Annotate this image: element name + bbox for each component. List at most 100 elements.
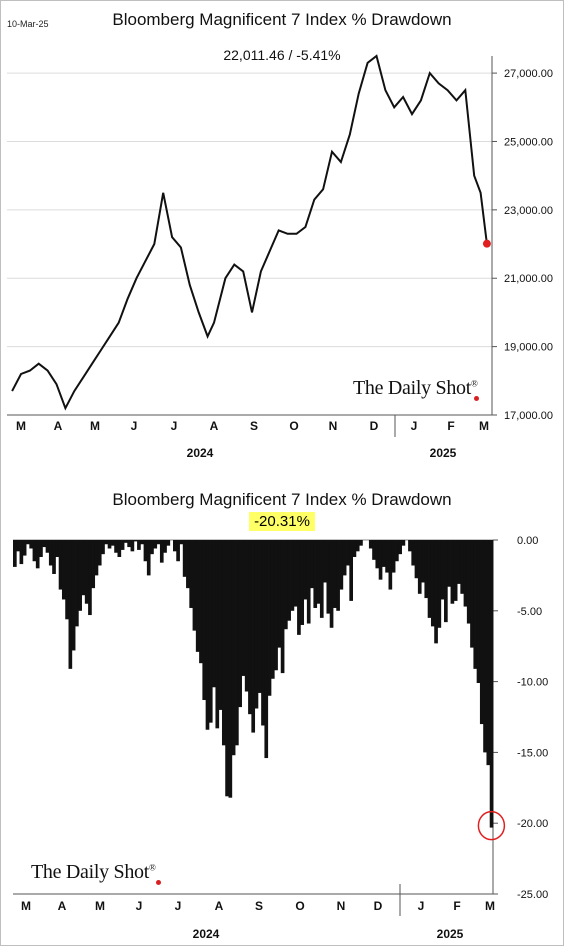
drawdown-bar	[241, 540, 246, 676]
drawdown-bar	[124, 540, 128, 543]
drawdown-bar	[42, 540, 47, 548]
bottom-y-tick-label: -15.00	[517, 747, 548, 759]
drawdown-bar	[78, 540, 82, 611]
drawdown-bar	[310, 540, 314, 589]
drawdown-bar	[479, 540, 484, 725]
drawdown-bar	[388, 540, 393, 590]
top-y-tick-label: 21,000.00	[504, 273, 553, 285]
top-year-label: 2024	[187, 446, 214, 460]
drawdown-bar	[58, 540, 63, 590]
drawdown-bar	[104, 540, 109, 545]
drawdown-bar	[22, 540, 27, 556]
top-x-axis: M A M J J A S O N D J F M 2024 2025	[7, 414, 492, 460]
top-month-label: J	[131, 419, 138, 433]
top-y-tick-label: 25,000.00	[504, 136, 553, 148]
top-month-label: M	[90, 419, 100, 433]
drawdown-bar	[143, 540, 148, 562]
drawdown-bar	[238, 540, 242, 708]
last-drawdown-circle	[477, 810, 506, 841]
drawdown-bar	[447, 540, 451, 587]
top-month-label: O	[289, 419, 298, 433]
top-chart-title: Bloomberg Magnificent 7 Index % Drawdown	[112, 10, 452, 29]
drawdown-bar	[221, 540, 226, 746]
drawdown-bar	[270, 540, 275, 679]
drawdown-bar	[13, 540, 17, 567]
drawdown-bar	[75, 540, 79, 627]
drawdown-bar	[179, 540, 184, 545]
drawdown-bar	[434, 540, 438, 644]
drawdown-bar	[84, 540, 89, 604]
drawdown-bar	[323, 540, 327, 583]
drawdown-bar	[251, 540, 256, 733]
top-month-label: F	[447, 419, 454, 433]
index-line	[11, 54, 488, 411]
drawdown-bar	[430, 540, 435, 627]
drawdown-bar	[32, 540, 37, 562]
drawdown-bar	[316, 540, 321, 604]
drawdown-bar	[45, 540, 50, 553]
drawdown-bar	[378, 540, 383, 580]
drawdown-bar	[186, 540, 190, 589]
drawdown-bar	[107, 540, 112, 549]
drawdown-bar	[228, 540, 233, 798]
drawdown-bar	[97, 540, 102, 566]
top-month-label: J	[411, 419, 418, 433]
top-brand-dot	[474, 396, 479, 401]
drawdown-bar	[244, 540, 249, 692]
drawdown-bar	[280, 540, 285, 674]
drawdown-bar	[277, 540, 282, 648]
drawdown-bar	[88, 540, 92, 616]
drawdown-bar	[94, 540, 99, 576]
drawdown-bar	[35, 540, 40, 569]
drawdown-bar	[483, 540, 487, 753]
bottom-brand-dot	[156, 880, 161, 885]
drawdown-bar	[257, 540, 262, 693]
bottom-y-tick-label: -25.00	[517, 889, 548, 901]
drawdown-bar	[417, 540, 422, 594]
bottom-chart-title: Bloomberg Magnificent 7 Index % Drawdown	[112, 490, 452, 509]
drawdown-bar	[333, 540, 337, 608]
drawdown-bar	[411, 540, 416, 566]
drawdown-bar	[225, 540, 229, 797]
drawdown-bar	[264, 540, 269, 759]
drawdown-bar	[326, 540, 331, 614]
drawdown-bar	[61, 540, 66, 600]
drawdown-bar	[267, 540, 272, 696]
bottom-month-label: J	[136, 899, 143, 913]
bottom-month-label: J	[418, 899, 425, 913]
drawdown-bar	[398, 540, 402, 555]
drawdown-bar	[444, 540, 448, 623]
drawdown-bar	[359, 540, 363, 546]
drawdown-bar	[486, 540, 491, 766]
drawdown-highlight: -20.31%	[249, 512, 315, 531]
drawdown-bars	[13, 540, 494, 828]
drawdown-bar	[385, 540, 389, 573]
drawdown-bar	[39, 540, 43, 557]
drawdown-bar	[408, 540, 412, 552]
bottom-year-label: 2024	[193, 927, 220, 941]
drawdown-bar	[71, 540, 76, 651]
drawdown-bar	[424, 540, 429, 599]
top-month-label: A	[54, 419, 63, 433]
drawdown-bar	[293, 540, 298, 607]
drawdown-bar	[101, 540, 105, 555]
bottom-month-label: M	[95, 899, 105, 913]
top-month-label: M	[479, 419, 489, 433]
drawdown-bar	[120, 540, 125, 550]
drawdown-bar	[248, 540, 252, 715]
drawdown-bar	[114, 540, 118, 553]
drawdown-bar	[329, 540, 334, 628]
bottom-brand-logo: The Daily Shot®	[31, 861, 156, 883]
drawdown-bar	[19, 540, 24, 565]
top-month-label: A	[210, 419, 219, 433]
drawdown-bar	[208, 540, 213, 723]
drawdown-bar	[300, 540, 305, 625]
drawdown-bar	[202, 540, 207, 701]
bottom-year-label: 2025	[437, 927, 464, 941]
drawdown-bar	[476, 540, 481, 684]
last-value-marker	[482, 239, 491, 248]
drawdown-bar	[470, 540, 474, 648]
drawdown-bar	[26, 540, 30, 545]
drawdown-bar	[261, 540, 265, 726]
